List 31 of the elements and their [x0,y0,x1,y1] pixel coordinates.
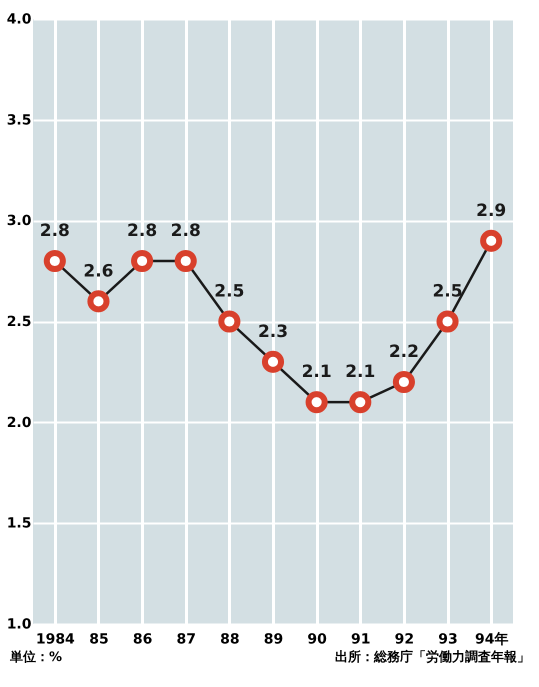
y-tick-label: 3.5 [6,112,32,128]
data-label: 2.2 [388,342,419,362]
data-label: 2.1 [345,362,376,382]
y-tick-label: 2.0 [6,414,32,431]
x-tick-label: 92 [394,632,414,648]
x-tick-label: 1984 [36,632,76,648]
data-label: 2.8 [170,221,201,241]
data-label: 2.5 [432,282,463,302]
data-label: 2.3 [258,322,288,342]
data-label: 2.6 [83,261,114,282]
x-tick-label: 90 [307,632,328,648]
text: 単位：% [10,649,62,666]
data-label: 2.9 [476,200,506,221]
y-tick-label: 1.0 [6,616,32,632]
y-tick-label: 1.5 [6,516,32,532]
x-tick-label: 94年 [474,632,508,648]
x-tick-label: 91 [351,632,371,648]
data-label: 2.8 [127,221,158,241]
data-label: 2.8 [40,221,70,241]
y-tick-label: 3.0 [6,213,32,230]
y-tick-label: 4.0 [6,12,32,28]
text: 出所：総務庁「労働力調査年報」 [335,648,530,666]
x-tick-label: 93 [438,632,458,648]
x-tick-label: 86 [132,632,152,648]
x-tick-label: 88 [220,632,240,648]
x-tick-label: 89 [264,632,284,648]
x-tick-label: 87 [176,632,196,648]
data-label: 2.5 [214,282,244,302]
data-label: 2.1 [302,362,332,382]
y-tick-label: 2.5 [6,314,32,330]
x-tick-label: 85 [89,632,109,648]
